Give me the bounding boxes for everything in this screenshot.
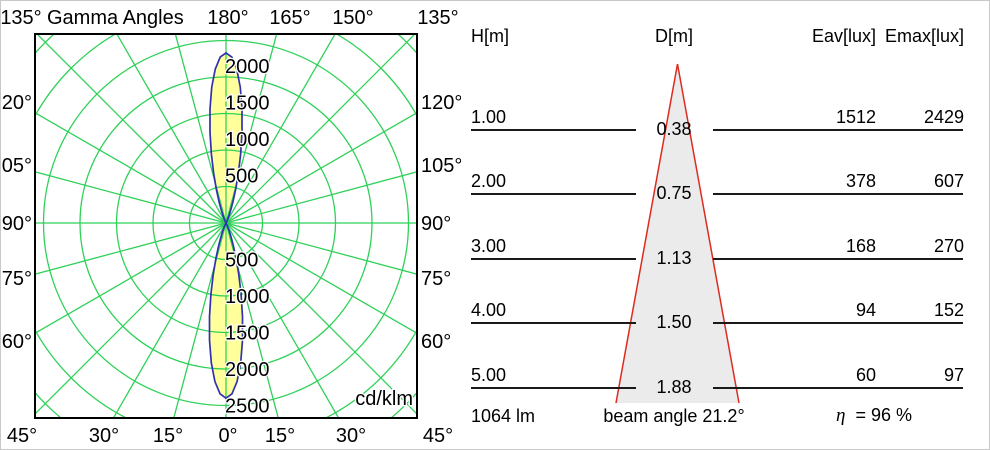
polar-grid-area [35,34,417,418]
ring-label: 1000 [225,286,270,308]
ring-label: 2500 [225,396,270,418]
emax-value: 270 [933,236,964,256]
gamma-tick-top: 165° [269,7,310,29]
emax-value: 2429 [923,107,964,127]
ring-label: 1500 [225,93,270,115]
gamma-tick-bottom: 30° [89,425,119,447]
gamma-tick-right: 90° [421,213,451,235]
emax-value: 607 [933,171,964,191]
ring-label: 1000 [225,129,270,151]
row-line [713,387,963,389]
ring-label: 500 [225,166,258,188]
d-value: 1.13 [656,248,692,268]
polar-grid [35,34,417,418]
h-value: 3.00 [471,236,507,256]
row-line [713,129,963,131]
row-line [471,129,636,131]
ring-label: 1500 [225,323,270,345]
row-line [471,193,636,195]
eav-value: 378 [845,171,876,191]
row-line [713,322,963,324]
row-line [471,387,636,389]
intensity-curve [208,51,244,400]
beam-cone-right-edge [676,63,740,404]
efficiency: η = 96 % [836,405,912,426]
eta-symbol: η [836,405,846,426]
d-value: 0.38 [656,119,692,139]
beam-angle: beam angle 21.2° [603,406,745,426]
gamma-tick-left: 75° [2,268,32,290]
gamma-tick-left: 90° [2,213,32,235]
header-h: H[m] [471,26,509,46]
h-value: 2.00 [471,171,507,191]
h-value: 5.00 [471,365,507,385]
gamma-tick-top: 180° [207,7,248,29]
gamma-tick-bottom: 30° [336,425,366,447]
gamma-tick-left: 120° [1,92,32,114]
gamma-tick-bottom: 15° [265,425,295,447]
gamma-tick-bottom: 0° [218,425,237,447]
row-line [471,322,636,324]
d-value: 0.75 [656,183,692,203]
gamma-tick-bottom: 45° [7,425,37,447]
eav-value: 1512 [835,107,876,127]
beam-cone-left-edge [615,63,679,404]
eav-value: 94 [855,300,876,320]
d-value: 1.50 [656,312,692,332]
beam-cone-fill [616,64,739,403]
gamma-tick-top: 135° [1,7,42,29]
gamma-tick-right: 105° [421,155,461,177]
gamma-tick-right: 75° [421,268,451,290]
gamma-tick-right: 120° [421,92,461,114]
header-eav: Eav[lux] [811,26,876,46]
eta-value: = 96 % [855,405,912,425]
h-value: 4.00 [471,300,507,320]
luminous-flux: 1064 lm [471,406,536,426]
header-emax: Emax[lux] [884,26,964,46]
gamma-tick-top: 150° [332,7,373,29]
beam-cone [615,63,740,404]
row-line [713,258,963,260]
unit-label: cd/klm [355,388,413,410]
chart-title: Gamma Angles [47,7,184,29]
cone-table-panel: H[m] D[m] Eav[lux] Emax[lux] 1.00 0.38 1… [461,1,989,449]
eav-value: 60 [855,365,876,385]
gamma-tick-left: 60° [2,331,32,353]
gamma-tick-left: 105° [1,155,32,177]
eav-value: 168 [845,236,876,256]
polar-diagram: 500 1000 1500 2000 500 1000 1500 2000 2500 135° 18… [1,7,461,447]
d-value: 1.88 [656,377,692,397]
polar-frame [34,33,418,419]
header-d: D[m] [655,26,693,46]
h-value: 1.00 [471,107,507,127]
gamma-tick-top: 135° [417,7,458,29]
gamma-tick-bottom: 15° [153,425,183,447]
gamma-tick-right: 60° [421,331,451,353]
row-line [471,258,636,260]
ring-label: 2000 [225,56,270,78]
emax-value: 97 [943,365,964,385]
emax-value: 152 [933,300,964,320]
ring-label: 2000 [225,359,270,381]
row-line [713,193,963,195]
ring-label: 500 [225,250,258,272]
gamma-tick-bottom: 45° [423,425,453,447]
